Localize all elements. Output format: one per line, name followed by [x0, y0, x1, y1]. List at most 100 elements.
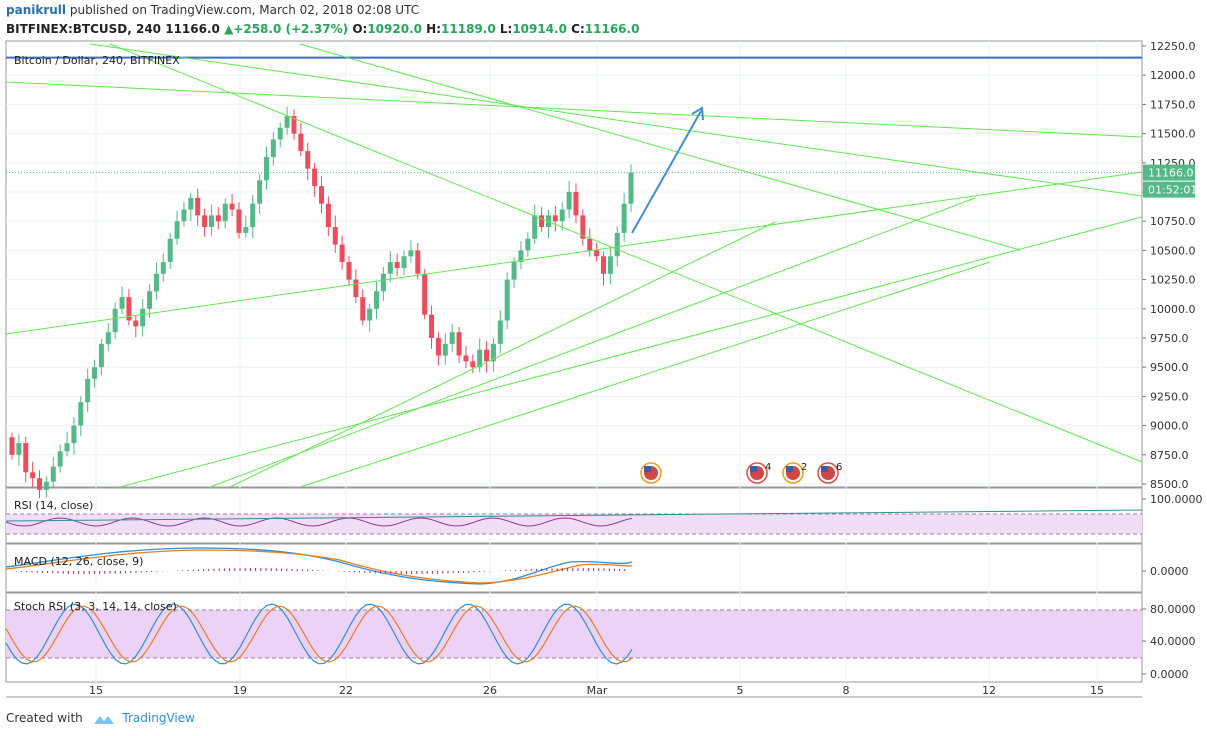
candle-body	[587, 238, 593, 251]
candle-body	[408, 250, 414, 257]
candle-body	[50, 466, 56, 482]
candle-body	[490, 343, 496, 362]
tradingview-logo-icon	[93, 715, 114, 724]
candle-body	[263, 156, 269, 181]
tradingview-link[interactable]: TradingView	[122, 711, 195, 725]
candle-body	[257, 180, 263, 204]
stoch-d-line	[5, 605, 633, 663]
high-value: 11189.0	[441, 22, 496, 36]
trend-line[interactable]	[229, 221, 776, 488]
candle-body	[133, 320, 139, 327]
candle-body	[298, 133, 304, 152]
candle-body	[92, 367, 98, 379]
author-link[interactable]: panikrull	[6, 3, 67, 17]
main-pane[interactable]	[5, 40, 1143, 488]
candle-body	[57, 451, 63, 467]
trend-line[interactable]	[299, 43, 1021, 251]
macd-title: MACD (12, 26, close, 9)	[14, 555, 143, 568]
price-change: +258.0 (+2.37%)	[233, 22, 349, 36]
candle-body	[16, 443, 22, 455]
symbol-label: BITFINEX:BTCUSD, 240	[6, 22, 162, 36]
last-price: 11166.0	[165, 22, 220, 36]
candle-body	[98, 343, 104, 368]
event-flag-canton	[750, 466, 757, 472]
candle-body	[367, 308, 373, 321]
trend-line[interactable]	[5, 81, 1143, 138]
candle-body	[291, 116, 297, 134]
candle-body	[380, 273, 386, 292]
rsi-band	[6, 514, 1142, 534]
candle-body	[435, 338, 441, 356]
candle-body	[628, 172, 634, 204]
y-tick-label: 10500.0	[1150, 244, 1196, 257]
y-tick-label: 8750.0	[1150, 449, 1189, 462]
candle-body	[147, 291, 153, 309]
y-tick-label: 11500.0	[1150, 128, 1196, 141]
candle-body	[552, 215, 558, 222]
countdown-tag	[1143, 181, 1195, 198]
candle-body	[243, 227, 249, 233]
close-label: C:	[571, 22, 585, 36]
candle-body	[614, 232, 620, 257]
candle-body	[270, 139, 276, 157]
x-tick-label: 12	[982, 684, 996, 697]
trendlines[interactable]	[5, 43, 1143, 488]
candle-body	[353, 279, 359, 298]
y-tick-label: 11750.0	[1150, 98, 1196, 111]
trend-line[interactable]	[209, 197, 976, 488]
countdown-label: 01:52:01	[1148, 184, 1197, 197]
candle-body	[319, 186, 324, 204]
candle-body	[126, 297, 132, 321]
candle-body	[477, 349, 483, 368]
candle-body	[484, 349, 490, 362]
candle-body	[387, 262, 393, 274]
candle-body	[442, 343, 448, 356]
event-flag-canton	[644, 466, 651, 472]
candle-body	[525, 238, 531, 251]
trend-line[interactable]	[119, 216, 1143, 488]
forecast-arrow[interactable]	[631, 110, 702, 234]
candle-body	[195, 197, 201, 216]
ind-y-tick-label: 100.0000	[1150, 493, 1203, 506]
y-tick-label: 9500.0	[1150, 361, 1189, 374]
axes: 12250.012000.011750.011500.011250.011000…	[6, 40, 1203, 697]
candle-body	[600, 256, 606, 274]
stoch-title: Stoch RSI (3, 3, 14, 14, close)	[14, 600, 177, 613]
forecast-arrow-head[interactable]	[691, 106, 704, 121]
candle-body	[78, 402, 84, 426]
candle-body	[250, 203, 256, 228]
x-tick-label: 19	[233, 684, 247, 697]
trend-line[interactable]	[89, 43, 1143, 197]
candle-body	[160, 262, 166, 274]
candle-body	[64, 443, 70, 452]
candle-body	[188, 197, 194, 210]
candle-body	[215, 215, 221, 222]
main-pane-title: Bitcoin / Dollar, 240, BITFINEX	[14, 54, 180, 67]
trend-line[interactable]	[5, 171, 1143, 335]
event-flag-canton	[786, 466, 793, 472]
candle-body	[153, 273, 159, 292]
stoch-k-line	[5, 603, 633, 665]
trend-line[interactable]	[299, 261, 991, 488]
indicator-lines	[5, 509, 1143, 665]
x-tick-label: 15	[1090, 684, 1104, 697]
created-with-text: Created with	[6, 711, 83, 725]
candle-body	[594, 250, 600, 257]
high-label: H:	[426, 22, 442, 36]
candle-body	[9, 437, 15, 455]
candle-body	[112, 308, 118, 333]
candle-body	[518, 250, 524, 263]
candle-body	[449, 332, 455, 344]
candle-body	[202, 215, 208, 228]
y-tick-label: 9250.0	[1150, 390, 1189, 403]
trend-line[interactable]	[109, 43, 1143, 463]
stoch-band	[6, 610, 1142, 658]
publish-text: published on TradingView.com, March 02, …	[69, 3, 420, 17]
candle-body	[607, 256, 613, 274]
y-tick-label: 8500.0	[1150, 478, 1189, 491]
ind-y-tick-label: 0.0000	[1150, 668, 1189, 681]
x-tick-label: 22	[339, 684, 353, 697]
macd-pane[interactable]	[5, 543, 1143, 593]
event-markers[interactable]: 4 2 6	[640, 462, 842, 484]
